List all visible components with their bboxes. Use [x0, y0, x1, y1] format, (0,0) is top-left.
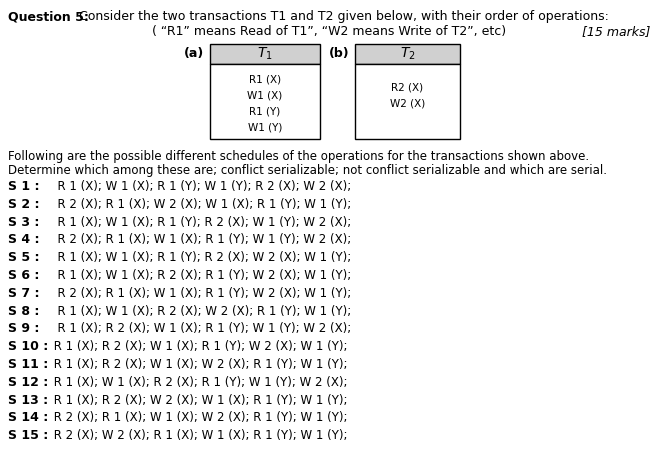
Text: S 6 :: S 6 :	[8, 269, 40, 282]
Text: R 1 (X); R 2 (X); W 1 (X); W 2 (X); R 1 (Y); W 1 (Y);: R 1 (X); R 2 (X); W 1 (X); W 2 (X); R 1 …	[50, 358, 347, 371]
Text: S 10 :: S 10 :	[8, 340, 48, 353]
Text: S 5 :: S 5 :	[8, 251, 40, 264]
Text: R 1 (X); W 1 (X); R 1 (Y); R 2 (X); W 1 (Y); W 2 (X);: R 1 (X); W 1 (X); R 1 (Y); R 2 (X); W 1 …	[50, 216, 351, 229]
Text: R2 (X): R2 (X)	[391, 82, 424, 92]
Text: S 13 :: S 13 :	[8, 394, 48, 407]
Text: Following are the possible different schedules of the operations for the transac: Following are the possible different sch…	[8, 150, 589, 163]
Text: S 4 :: S 4 :	[8, 233, 40, 247]
Bar	[355, 64, 460, 139]
Text: R 2 (X); W 2 (X); R 1 (X); W 1 (X); R 1 (Y); W 1 (Y);: R 2 (X); W 2 (X); R 1 (X); W 1 (X); R 1 …	[50, 429, 347, 442]
Text: R1 (X): R1 (X)	[249, 74, 281, 84]
Text: S 11 :: S 11 :	[8, 358, 48, 371]
Text: $T_1$: $T_1$	[257, 46, 273, 62]
Text: [15 marks]: [15 marks]	[582, 25, 650, 38]
Text: R 1 (X); R 2 (X); W 1 (X); R 1 (Y); W 1 (Y); W 2 (X);: R 1 (X); R 2 (X); W 1 (X); R 1 (Y); W 1 …	[50, 322, 351, 335]
Text: R 1 (X); W 1 (X); R 1 (Y); R 2 (X); W 2 (X); W 1 (Y);: R 1 (X); W 1 (X); R 1 (Y); R 2 (X); W 2 …	[50, 251, 351, 264]
Bar	[210, 64, 320, 139]
Text: S 1 :: S 1 :	[8, 180, 40, 193]
Text: Consider the two transactions T1 and T2 given below, with their order of operati: Consider the two transactions T1 and T2 …	[75, 10, 609, 23]
Text: R 1 (X); W 1 (X); R 1 (Y); W 1 (Y); R 2 (X); W 2 (X);: R 1 (X); W 1 (X); R 1 (Y); W 1 (Y); R 2 …	[50, 180, 351, 193]
Text: Question 5:: Question 5:	[8, 10, 89, 23]
Bar	[210, 44, 320, 64]
Text: R 2 (X); R 1 (X); W 1 (X); W 2 (X); R 1 (Y); W 1 (Y);: R 2 (X); R 1 (X); W 1 (X); W 2 (X); R 1 …	[50, 411, 347, 424]
Text: S 7 :: S 7 :	[8, 287, 40, 300]
Text: R 1 (X); W 1 (X); R 2 (X); R 1 (Y); W 1 (Y); W 2 (X);: R 1 (X); W 1 (X); R 2 (X); R 1 (Y); W 1 …	[50, 376, 347, 389]
Text: R 1 (X); R 2 (X); W 1 (X); R 1 (Y); W 2 (X); W 1 (Y);: R 1 (X); R 2 (X); W 1 (X); R 1 (Y); W 2 …	[50, 340, 347, 353]
Text: R 1 (X); R 2 (X); W 2 (X); W 1 (X); R 1 (Y); W 1 (Y);: R 1 (X); R 2 (X); W 2 (X); W 1 (X); R 1 …	[50, 394, 347, 407]
Text: R1 (Y): R1 (Y)	[249, 106, 281, 116]
Bar	[355, 44, 460, 64]
Text: ( “R1” means Read of T1”, “W2 means Write of T2”, etc): ( “R1” means Read of T1”, “W2 means Writ…	[152, 25, 506, 38]
Text: S 2 :: S 2 :	[8, 198, 40, 211]
Text: R 2 (X); R 1 (X); W 2 (X); W 1 (X); R 1 (Y); W 1 (Y);: R 2 (X); R 1 (X); W 2 (X); W 1 (X); R 1 …	[50, 198, 351, 211]
Text: W1 (Y): W1 (Y)	[248, 122, 282, 132]
Text: S 12 :: S 12 :	[8, 376, 48, 389]
Text: Determine which among these are; conflict serializable; not conflict serializabl: Determine which among these are; conflic…	[8, 164, 607, 177]
Text: R 2 (X); R 1 (X); W 1 (X); R 1 (Y); W 2 (X); W 1 (Y);: R 2 (X); R 1 (X); W 1 (X); R 1 (Y); W 2 …	[50, 287, 351, 300]
Text: W2 (X): W2 (X)	[390, 98, 425, 108]
Text: R 2 (X); R 1 (X); W 1 (X); R 1 (Y); W 1 (Y); W 2 (X);: R 2 (X); R 1 (X); W 1 (X); R 1 (Y); W 1 …	[50, 233, 351, 247]
Text: (a): (a)	[184, 48, 204, 61]
Text: S 15 :: S 15 :	[8, 429, 48, 442]
Text: $T_2$: $T_2$	[399, 46, 415, 62]
Text: S 3 :: S 3 :	[8, 216, 40, 229]
Text: S 8 :: S 8 :	[8, 304, 40, 317]
Text: R 1 (X); W 1 (X); R 2 (X); R 1 (Y); W 2 (X); W 1 (Y);: R 1 (X); W 1 (X); R 2 (X); R 1 (Y); W 2 …	[50, 269, 351, 282]
Text: S 9 :: S 9 :	[8, 322, 40, 335]
Text: W1 (X): W1 (X)	[247, 90, 283, 100]
Text: R 1 (X); W 1 (X); R 2 (X); W 2 (X); R 1 (Y); W 1 (Y);: R 1 (X); W 1 (X); R 2 (X); W 2 (X); R 1 …	[50, 304, 351, 317]
Text: S 14 :: S 14 :	[8, 411, 48, 424]
Text: (b): (b)	[328, 48, 349, 61]
